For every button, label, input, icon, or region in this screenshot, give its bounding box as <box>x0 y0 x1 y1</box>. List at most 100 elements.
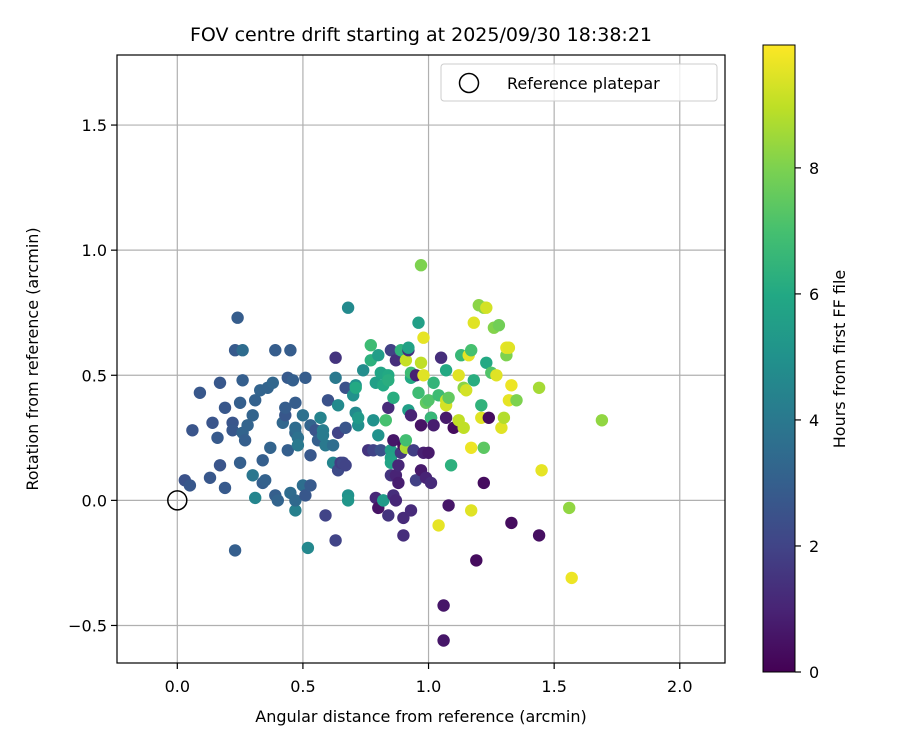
data-point <box>266 376 279 389</box>
data-point <box>389 354 403 367</box>
data-point <box>417 369 430 382</box>
y-tick-label: 1.5 <box>82 116 107 135</box>
data-point <box>470 554 483 567</box>
grid-lines <box>117 55 725 663</box>
data-point <box>186 424 199 437</box>
data-point <box>382 509 395 522</box>
data-point <box>384 344 398 357</box>
y-axis-label: Rotation from reference (arcmin) <box>23 227 42 490</box>
data-point <box>379 414 392 427</box>
data-point <box>427 376 440 389</box>
x-tick-label: 0.0 <box>165 677 190 696</box>
data-point <box>341 494 355 507</box>
y-tick-label: 0.0 <box>82 491 107 510</box>
data-point <box>226 424 239 437</box>
data-point <box>364 339 377 352</box>
data-point <box>427 419 440 432</box>
data-point <box>289 421 302 434</box>
y-axis-ticks: −0.5 0.0 0.5 1.0 1.5 <box>68 116 117 635</box>
data-point <box>457 421 470 434</box>
data-point <box>392 476 405 490</box>
data-point <box>510 394 523 407</box>
data-point <box>412 316 425 329</box>
plot-frame <box>116 54 726 664</box>
data-point <box>399 434 413 447</box>
data-point <box>497 411 511 424</box>
x-tick-label: 1.5 <box>541 677 566 696</box>
data-point <box>442 391 455 404</box>
data-point <box>289 494 302 507</box>
data-point <box>532 529 546 542</box>
data-point <box>269 344 282 357</box>
data-point <box>236 374 249 387</box>
data-point <box>319 509 332 522</box>
data-point <box>377 494 390 507</box>
data-point <box>299 371 312 384</box>
colorbar: 0 2 4 6 8 Hours from first FF file <box>762 44 849 682</box>
x-tick-label: 1.0 <box>416 677 441 696</box>
data-point <box>460 384 473 397</box>
data-point <box>246 409 259 422</box>
data-point <box>304 479 317 492</box>
data-point <box>296 409 310 422</box>
data-point <box>477 441 490 454</box>
data-point <box>404 409 418 422</box>
data-point <box>392 459 405 472</box>
data-point <box>404 504 418 517</box>
data-point <box>402 341 415 354</box>
data-point <box>329 534 342 547</box>
data-point <box>289 504 302 517</box>
data-point <box>299 489 312 502</box>
data-point <box>329 371 342 384</box>
data-point <box>372 349 385 362</box>
x-tick-label: 0.5 <box>290 677 315 696</box>
legend: Reference platepar <box>440 63 718 102</box>
data-point <box>213 376 227 389</box>
data-point <box>495 421 508 434</box>
data-point <box>206 416 219 429</box>
data-point <box>329 351 342 364</box>
data-point <box>439 411 453 424</box>
data-point <box>339 421 352 434</box>
data-point <box>397 511 410 525</box>
data-point <box>241 419 254 432</box>
data-point <box>505 516 518 530</box>
colorbar-ticks: 0 2 4 6 8 <box>795 159 819 682</box>
data-point <box>259 474 272 487</box>
legend-reference-label: Reference platepar <box>507 74 660 93</box>
data-point <box>316 429 330 442</box>
data-point <box>432 519 445 532</box>
data-point <box>414 356 428 369</box>
data-point <box>399 354 413 367</box>
data-point <box>211 431 224 444</box>
data-point <box>477 476 490 490</box>
colorbar-tick-label: 2 <box>809 537 819 556</box>
data-point <box>339 459 352 472</box>
data-point <box>218 481 232 495</box>
data-point <box>414 259 428 272</box>
data-point <box>233 396 247 409</box>
data-point <box>249 394 262 407</box>
data-point <box>437 634 450 647</box>
data-point <box>434 351 448 364</box>
colorbar-label: Hours from first FF file <box>830 270 849 449</box>
data-point <box>465 504 478 517</box>
reference-marker-group <box>167 490 188 511</box>
data-point <box>193 386 207 399</box>
data-point <box>238 434 252 447</box>
x-axis-label: Angular distance from reference (arcmin) <box>255 707 586 726</box>
data-point <box>535 464 548 477</box>
data-point <box>502 341 516 354</box>
colorbar-tick-label: 0 <box>809 663 819 682</box>
data-point <box>233 456 247 469</box>
data-point <box>397 529 410 542</box>
data-point <box>357 364 370 377</box>
data-point <box>264 441 277 454</box>
data-point <box>314 411 327 424</box>
data-point <box>417 331 430 344</box>
data-point <box>505 379 518 392</box>
y-tick-label: −0.5 <box>68 616 107 635</box>
data-point <box>321 394 335 407</box>
data-point <box>565 571 578 585</box>
data-point <box>387 434 400 447</box>
